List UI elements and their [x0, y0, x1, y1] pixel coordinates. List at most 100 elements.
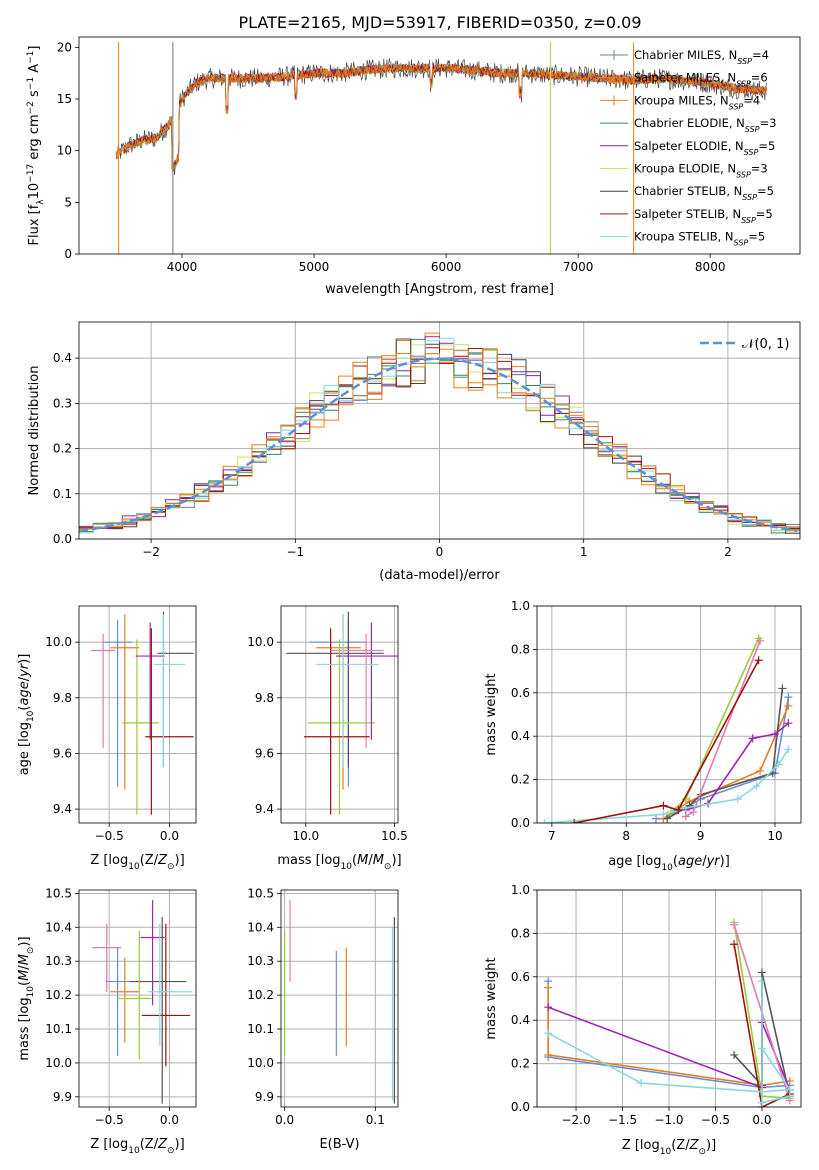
- label-fragment: ]: [27, 46, 42, 51]
- legend-label: Kroupa MILES, NSSP=4: [634, 93, 760, 111]
- weight-point-marker: [570, 819, 579, 823]
- axes-frame: [78, 321, 801, 540]
- legend-label-text: =5: [758, 139, 775, 153]
- y-tick-label: 10.4: [247, 920, 274, 934]
- y-tick-label: 10.4: [45, 920, 72, 934]
- y-axis-label: age [log10(age/yr)]: [17, 654, 36, 776]
- label-fragment: Z: [145, 853, 154, 868]
- weight-point-marker: [730, 1050, 739, 1059]
- y-tick-label: 1.0: [511, 599, 530, 613]
- legend-label: Kroupa ELODIE, NSSP=3: [634, 162, 768, 180]
- x-tick-label: 8: [622, 829, 630, 843]
- axes-frame: [280, 889, 399, 1108]
- y-tick-label: 9.8: [53, 691, 72, 705]
- weight-point-marker: [774, 760, 783, 769]
- label-fragment: )]: [720, 854, 730, 869]
- label-fragment: age: [678, 854, 702, 869]
- x-axis-label: wavelength [Angstrom, rest frame]: [325, 282, 554, 297]
- label-fragment: Z: [157, 853, 168, 868]
- weight-point-marker: [659, 810, 668, 819]
- y-tick-label: 1.0: [511, 883, 530, 897]
- label-fragment: E(B-V): [319, 1137, 359, 1152]
- label-fragment: Z: [676, 1138, 685, 1153]
- y-tick-label: 0.8: [511, 642, 530, 656]
- label-fragment: yr: [706, 854, 722, 869]
- figure-title: PLATE=2165, MJD=53917, FIBERID=0350, z=0…: [238, 13, 641, 32]
- label-fragment: ⊙: [384, 862, 392, 872]
- y-tick-label: 0.1: [53, 487, 72, 501]
- legend-label: Salpeter STELIB, NSSP=5: [634, 207, 773, 225]
- weight-point-marker: [778, 684, 787, 693]
- legend-label-sub: SSP: [737, 57, 752, 66]
- x-axis-label: Z [log10(Z/Z⊙)]: [622, 1138, 716, 1157]
- label-fragment: mass [log: [17, 997, 32, 1060]
- axes-frame: [536, 605, 802, 824]
- x-tick-label: 0.0: [752, 1113, 771, 1127]
- y-tick-label: 0.3: [53, 396, 72, 410]
- y-tick-label: 10.0: [45, 1056, 72, 1070]
- legend-label-sub: SSP: [729, 102, 744, 111]
- label-fragment: 10: [27, 183, 42, 200]
- weight-point-marker: [784, 719, 793, 728]
- y-tick-label: 9.6: [53, 746, 72, 760]
- legend-label: Salpeter MILES, NSSP=6: [634, 71, 768, 89]
- label-fragment: M: [17, 954, 32, 965]
- y-tick-label: 9.8: [255, 691, 274, 705]
- y-tick-label: 9.4: [255, 802, 274, 816]
- x-tick-label: −2.0: [561, 1113, 590, 1127]
- y-tick-label: 0.2: [53, 442, 72, 456]
- x-tick-label: 0.0: [160, 1113, 179, 1127]
- x-tick-label: 0.0: [160, 829, 179, 843]
- x-axis-label: age [log10(age/yr)]: [608, 854, 730, 873]
- label-fragment: Flux [f: [27, 204, 42, 245]
- panel-residuals: −2 −1 0 1 2 0.0 0.1 0.2 0.3 0.4 𝒩(0, 1) (data-model…: [27, 321, 801, 583]
- y-axis-label: mass weight: [484, 957, 499, 1039]
- x-tick-label: 10.5: [381, 829, 408, 843]
- weight-point-marker: [770, 730, 779, 739]
- x-tick-label: 5000: [299, 260, 330, 274]
- x-tick-label: 0.0: [275, 1113, 294, 1127]
- legend-label-text: Kroupa STELIB, N: [634, 230, 734, 244]
- legend-label-text: Salpeter MILES, N: [634, 71, 736, 85]
- y-tick-label: 10.1: [247, 1022, 274, 1036]
- y-tick-label: 0.2: [511, 1057, 530, 1071]
- legend-label-text: Kroupa MILES, N: [634, 93, 729, 107]
- weight-series-line: [574, 659, 760, 823]
- label-fragment: age [log: [608, 854, 661, 869]
- label-fragment: 10: [128, 1146, 140, 1156]
- weight-series-line: [544, 748, 790, 823]
- label-fragment: M: [17, 970, 32, 981]
- weight-point-marker: [637, 1079, 646, 1088]
- y-tick-label: 0.0: [53, 532, 72, 546]
- label-fragment: (0, 1): [754, 337, 789, 352]
- y-tick-label: 9.9: [255, 1090, 274, 1104]
- y-tick-label: 10.1: [45, 1022, 72, 1036]
- legend-label-text: Chabrier STELIB, N: [634, 184, 742, 198]
- gaussian-curve: [79, 357, 798, 533]
- label-fragment: Z [log: [622, 1138, 660, 1153]
- legend-label: Chabrier MILES, NSSP=4: [634, 48, 769, 66]
- weight-series-line: [656, 696, 790, 820]
- label-fragment: /: [154, 853, 159, 868]
- label-fragment: erg cm: [27, 114, 42, 163]
- label-fragment: 10: [661, 863, 673, 873]
- legend-label-text: Salpeter ELODIE, N: [634, 139, 744, 153]
- y-tick-label: 10.0: [45, 635, 72, 649]
- label-fragment: λ: [36, 199, 46, 205]
- y-tick-label: 10.2: [45, 988, 72, 1002]
- y-tick-label: 20: [57, 40, 72, 54]
- label-fragment: s: [27, 90, 42, 101]
- weight-series-line: [685, 640, 761, 818]
- gaussian-legend-label: 𝒩(0, 1): [742, 337, 789, 352]
- label-fragment: /: [17, 965, 32, 970]
- label-fragment: )]: [391, 853, 401, 868]
- legend-label-text: =4: [752, 48, 769, 62]
- y-axis-label: Normed distribution: [27, 366, 42, 496]
- y-tick-label: 0.0: [511, 1100, 530, 1114]
- weight-point-marker: [689, 808, 698, 817]
- weight-point-marker: [663, 814, 672, 823]
- y-tick-label: 5: [64, 195, 72, 209]
- y-tick-label: 0.4: [511, 1013, 530, 1027]
- weight-point-marker: [544, 1029, 553, 1038]
- weight-point-marker: [540, 819, 549, 823]
